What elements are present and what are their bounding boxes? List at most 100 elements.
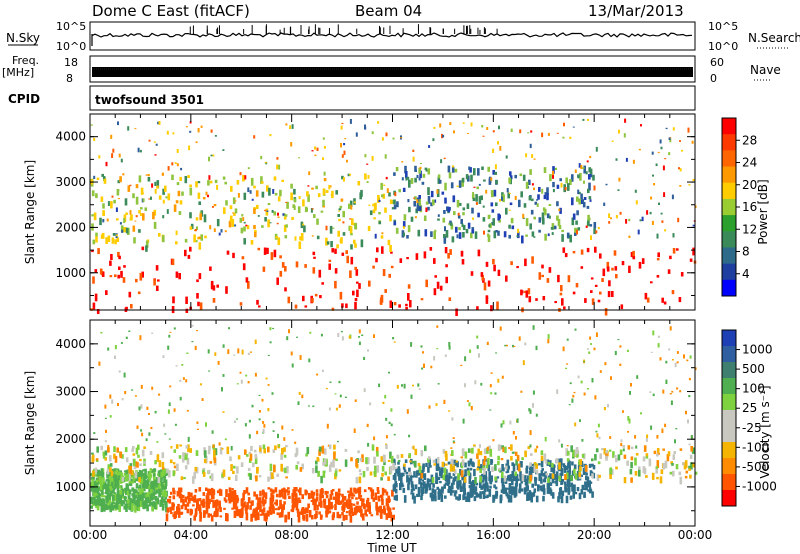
heatmap-cell (356, 489, 360, 494)
heatmap-cell (415, 475, 418, 478)
heatmap-cell (497, 269, 501, 276)
heatmap-cell (445, 469, 448, 477)
heatmap-cell (161, 503, 165, 511)
heatmap-cell (595, 448, 599, 453)
heatmap-cell (139, 272, 143, 281)
heatmap-cell (572, 291, 576, 295)
heatmap-cell (573, 391, 576, 394)
heatmap-cell (112, 494, 115, 501)
heatmap-cell (445, 264, 448, 268)
xaxis-label: Time UT (366, 541, 417, 554)
heatmap-cell (572, 126, 575, 128)
heatmap-cell (542, 484, 545, 493)
heatmap-cell (330, 493, 334, 496)
heatmap-cell (255, 190, 259, 197)
heatmap-cell (443, 234, 446, 238)
heatmap-cell (516, 454, 520, 462)
heatmap-cell (544, 460, 548, 464)
heatmap-cell (439, 285, 443, 291)
heatmap-cell (503, 475, 507, 482)
heatmap-cell (293, 487, 296, 490)
heatmap-cell (138, 488, 141, 491)
heatmap-cell (345, 303, 348, 309)
heatmap-cell (653, 183, 656, 186)
heatmap-cell (141, 492, 145, 498)
heatmap-cell (146, 406, 149, 410)
heatmap-cell (154, 501, 157, 510)
heatmap-cell (321, 445, 325, 454)
heatmap-cell (585, 465, 588, 472)
heatmap-cell (152, 492, 156, 496)
heatmap-cell (402, 187, 406, 192)
heatmap-cell (108, 493, 111, 500)
heatmap-cell (581, 454, 585, 458)
heatmap-cell (479, 451, 483, 456)
heatmap-cell (290, 351, 293, 356)
heatmap-cell (152, 481, 155, 485)
heatmap-cell (475, 482, 479, 486)
heatmap-cell (126, 504, 130, 509)
heatmap-cell (544, 192, 548, 195)
heatmap-cell (450, 485, 453, 490)
heatmap-cell (437, 174, 441, 179)
heatmap-cell (469, 167, 472, 173)
heatmap-cell (499, 146, 502, 151)
heatmap-cell (240, 462, 244, 467)
heatmap-cell (462, 418, 465, 424)
heatmap-cell (349, 119, 352, 124)
heatmap-cell (477, 168, 480, 176)
heatmap-cell (210, 487, 214, 495)
heatmap-cell (645, 437, 648, 442)
colorbar-swatch (722, 442, 736, 459)
heatmap-cell (578, 191, 581, 195)
heatmap-cell (133, 237, 136, 244)
heatmap-cell (442, 474, 446, 480)
heatmap-cell (502, 484, 506, 490)
heatmap-cell (524, 342, 527, 346)
heatmap-cell (195, 181, 198, 188)
heatmap-cell (495, 202, 498, 207)
heatmap-cell (290, 192, 293, 201)
heatmap-cell (107, 201, 110, 206)
heatmap-cell (453, 492, 457, 497)
heatmap-cell (284, 235, 288, 239)
heatmap-cell (367, 349, 369, 352)
heatmap-cell (587, 188, 590, 194)
heatmap-cell (665, 127, 668, 130)
heatmap-cell (552, 188, 555, 193)
heatmap-cell (675, 428, 678, 430)
heatmap-cell (267, 446, 270, 453)
heatmap-cell (535, 463, 538, 469)
heatmap-cell (371, 131, 374, 135)
heatmap-cell (681, 149, 684, 152)
heatmap-cell (606, 261, 610, 270)
heatmap-cell (540, 455, 544, 462)
heatmap-cell (278, 444, 281, 447)
heatmap-cell (148, 432, 151, 436)
heatmap-cell (105, 290, 108, 295)
heatmap-cell (494, 164, 497, 170)
heatmap-cell (189, 226, 193, 230)
heatmap-cell (205, 487, 208, 491)
heatmap-cell (312, 498, 316, 506)
heatmap-cell (107, 235, 111, 242)
heatmap-cell (224, 181, 227, 185)
heatmap-cell (630, 446, 634, 450)
heatmap-cell (680, 272, 684, 277)
heatmap-cell (148, 499, 152, 507)
heatmap-cell (678, 167, 680, 170)
heatmap-cell (615, 274, 618, 279)
heatmap-cell (203, 214, 207, 223)
heatmap-cell (487, 464, 491, 472)
heatmap-cell (129, 210, 132, 215)
heatmap-cell (218, 500, 221, 509)
heatmap-cell (689, 258, 693, 262)
heatmap-cell (508, 488, 511, 494)
heatmap-cell (171, 174, 174, 181)
heatmap-cell (510, 217, 514, 224)
heatmap-cell (585, 171, 588, 175)
heatmap-cell (90, 505, 94, 509)
heatmap-cell (117, 471, 121, 476)
heatmap-cell (564, 487, 568, 493)
heatmap-cell (589, 199, 592, 202)
